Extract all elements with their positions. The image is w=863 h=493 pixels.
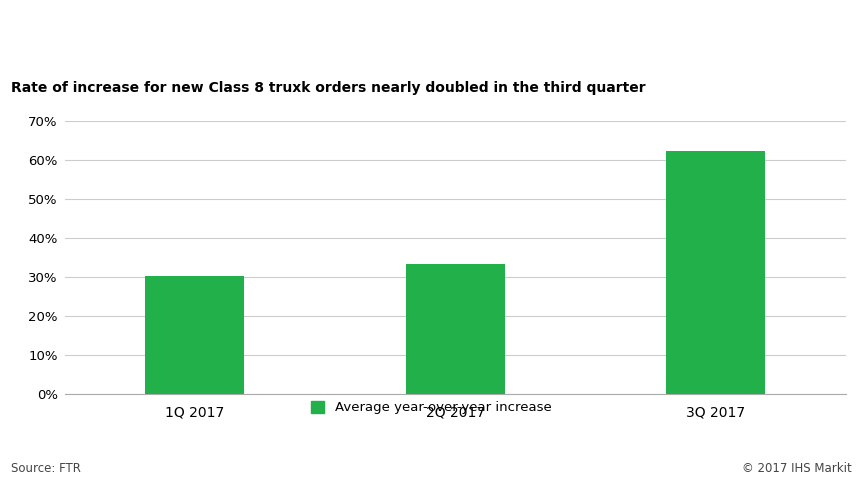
Bar [666,151,765,394]
Text: © 2017 IHS Markit: © 2017 IHS Markit [742,462,852,475]
Text: Heavy truck orders surged as economy hit highway speeds: Heavy truck orders surged as economy hit… [11,20,708,40]
Legend: Average year-over-year increase: Average year-over-year increase [312,401,551,415]
Text: Rate of increase for new Class 8 truxk orders nearly doubled in the third quarte: Rate of increase for new Class 8 truxk o… [11,81,646,95]
Text: Source: FTR: Source: FTR [11,462,81,475]
Bar [406,264,505,394]
Bar [146,276,244,394]
